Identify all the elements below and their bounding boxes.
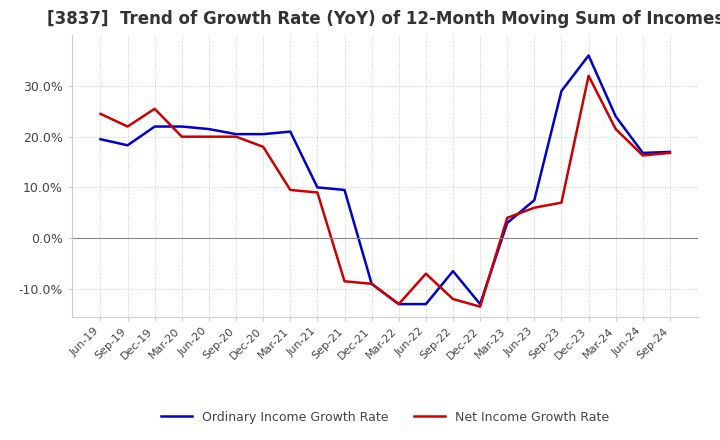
Net Income Growth Rate: [286, 187, 294, 193]
Line: Net Income Growth Rate: Net Income Growth Rate: [101, 76, 670, 307]
Net Income Growth Rate: [584, 73, 593, 78]
Net Income Growth Rate: [611, 126, 620, 132]
Ordinary Income Growth Rate: [367, 281, 376, 286]
Net Income Growth Rate: [639, 153, 647, 158]
Ordinary Income Growth Rate: [150, 124, 159, 129]
Net Income Growth Rate: [395, 301, 403, 307]
Ordinary Income Growth Rate: [476, 301, 485, 307]
Net Income Growth Rate: [421, 271, 430, 276]
Net Income Growth Rate: [557, 200, 566, 205]
Ordinary Income Growth Rate: [259, 132, 268, 137]
Ordinary Income Growth Rate: [503, 220, 511, 226]
Ordinary Income Growth Rate: [421, 301, 430, 307]
Title: [3837]  Trend of Growth Rate (YoY) of 12-Month Moving Sum of Incomes: [3837] Trend of Growth Rate (YoY) of 12-…: [47, 10, 720, 28]
Ordinary Income Growth Rate: [530, 198, 539, 203]
Ordinary Income Growth Rate: [286, 129, 294, 134]
Ordinary Income Growth Rate: [449, 268, 457, 274]
Ordinary Income Growth Rate: [557, 88, 566, 94]
Ordinary Income Growth Rate: [611, 114, 620, 119]
Net Income Growth Rate: [503, 215, 511, 220]
Net Income Growth Rate: [204, 134, 213, 139]
Net Income Growth Rate: [313, 190, 322, 195]
Ordinary Income Growth Rate: [204, 126, 213, 132]
Net Income Growth Rate: [150, 106, 159, 111]
Line: Ordinary Income Growth Rate: Ordinary Income Growth Rate: [101, 55, 670, 304]
Net Income Growth Rate: [123, 124, 132, 129]
Net Income Growth Rate: [367, 281, 376, 286]
Ordinary Income Growth Rate: [123, 143, 132, 148]
Net Income Growth Rate: [665, 150, 674, 156]
Ordinary Income Growth Rate: [639, 150, 647, 156]
Legend: Ordinary Income Growth Rate, Net Income Growth Rate: Ordinary Income Growth Rate, Net Income …: [156, 406, 614, 429]
Net Income Growth Rate: [530, 205, 539, 210]
Net Income Growth Rate: [96, 111, 105, 117]
Ordinary Income Growth Rate: [96, 136, 105, 142]
Ordinary Income Growth Rate: [178, 124, 186, 129]
Net Income Growth Rate: [232, 134, 240, 139]
Ordinary Income Growth Rate: [584, 53, 593, 58]
Ordinary Income Growth Rate: [313, 185, 322, 190]
Ordinary Income Growth Rate: [341, 187, 349, 193]
Ordinary Income Growth Rate: [232, 132, 240, 137]
Net Income Growth Rate: [341, 279, 349, 284]
Net Income Growth Rate: [476, 304, 485, 309]
Net Income Growth Rate: [259, 144, 268, 150]
Net Income Growth Rate: [449, 297, 457, 302]
Net Income Growth Rate: [178, 134, 186, 139]
Ordinary Income Growth Rate: [665, 149, 674, 154]
Ordinary Income Growth Rate: [395, 301, 403, 307]
